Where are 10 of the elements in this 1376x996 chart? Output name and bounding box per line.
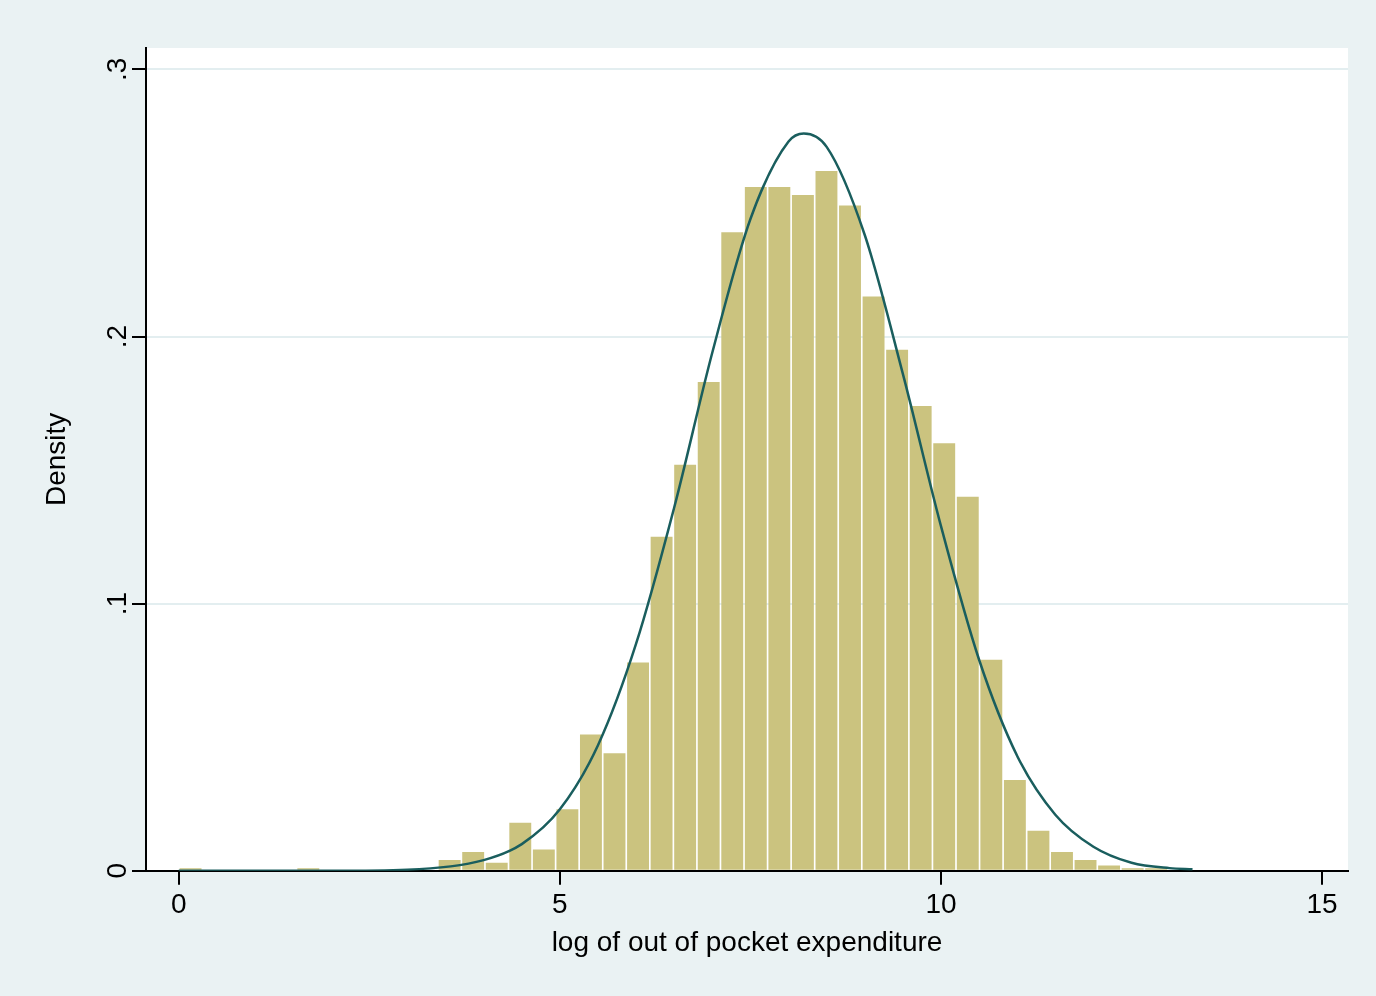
x-axis-title: log of out of pocket expenditure xyxy=(551,925,943,957)
y-tick-label: 0 xyxy=(100,863,132,879)
x-tick-label: 5 xyxy=(552,888,568,920)
y-axis-title: Density xyxy=(39,412,71,507)
y-tick-label: .1 xyxy=(100,591,132,616)
y-tick-label: .3 xyxy=(100,57,132,82)
x-tick-label: 10 xyxy=(925,888,957,920)
y-tick-label: .2 xyxy=(100,324,132,349)
x-tick-label: 15 xyxy=(1306,888,1338,920)
x-tick-label: 0 xyxy=(170,888,187,920)
